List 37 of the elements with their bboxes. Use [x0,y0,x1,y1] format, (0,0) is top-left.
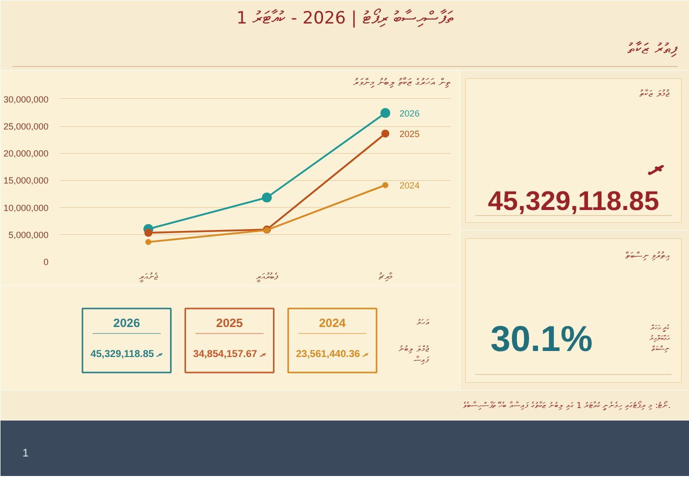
point [380,108,390,118]
point [262,192,272,203]
text: ޖުމްލަ ލިބުނު ފައިސާ [398,344,430,364]
series-label: 2025 [400,129,420,140]
text: ރ 34,854,157.67 [193,349,266,360]
point [382,182,388,188]
y-tick-label: 15,000,000 [3,176,49,186]
text: އަހަރު [416,318,430,327]
text: ތަފާސްހިސާބު ރިޕޯޓު | 2026 - ކުއާޓަރު 1 [236,8,454,28]
point [381,130,390,138]
y-tick-label: 10,000,000 [3,202,49,213]
y-tick-label: 20,000,000 [3,148,49,159]
text: ނޯޓު: މި ރިޕޯޓުގައި ހިމެނެނީ ކުއާޓަރު 1 ގައި ލިބުނު ޒަކާތުގެ ފައިސާއާ ބެހޭ ތަފާސްހިސާބެވެ. [463,400,671,411]
text: ރ [648,154,664,184]
y-tick-label: 25,000,000 [3,122,49,132]
x-tick-label: ޖެނުއަރީ [138,272,158,282]
text: ރ 23,561,440.36 [296,349,369,360]
series-label: 2024 [400,180,420,191]
text: އިތުރުވި ނިސްބަތް [626,252,670,262]
x-tick-label: ފެބުރުއަރީ [256,272,279,282]
y-tick-label: 30,000,000 [3,94,49,104]
text: 30.1% [490,318,593,359]
text: 1 [22,448,29,460]
text: 45,329,118.85 [488,186,660,216]
category-label: 2026 [113,316,140,330]
text: ފިޠުރު ޒަކާތު [628,40,678,58]
text: ޖުމުލަ ޒަކާތު [640,90,670,100]
point [145,238,152,245]
series-label: 2026 [400,108,420,119]
text: ރ 45,329,118.85 [90,349,163,360]
point [144,228,152,237]
y-tick-label: 0 [43,257,49,267]
category-label: 2024 [319,316,346,330]
category-label: 2025 [216,316,244,330]
y-tick-label: 5,000,000 [8,230,49,240]
chart-title: ތިން އަހަރުގެ ޒަކާތު ލިބުނު މިންވަރު [352,78,451,88]
x-tick-label: މާރިޗު [378,272,392,282]
